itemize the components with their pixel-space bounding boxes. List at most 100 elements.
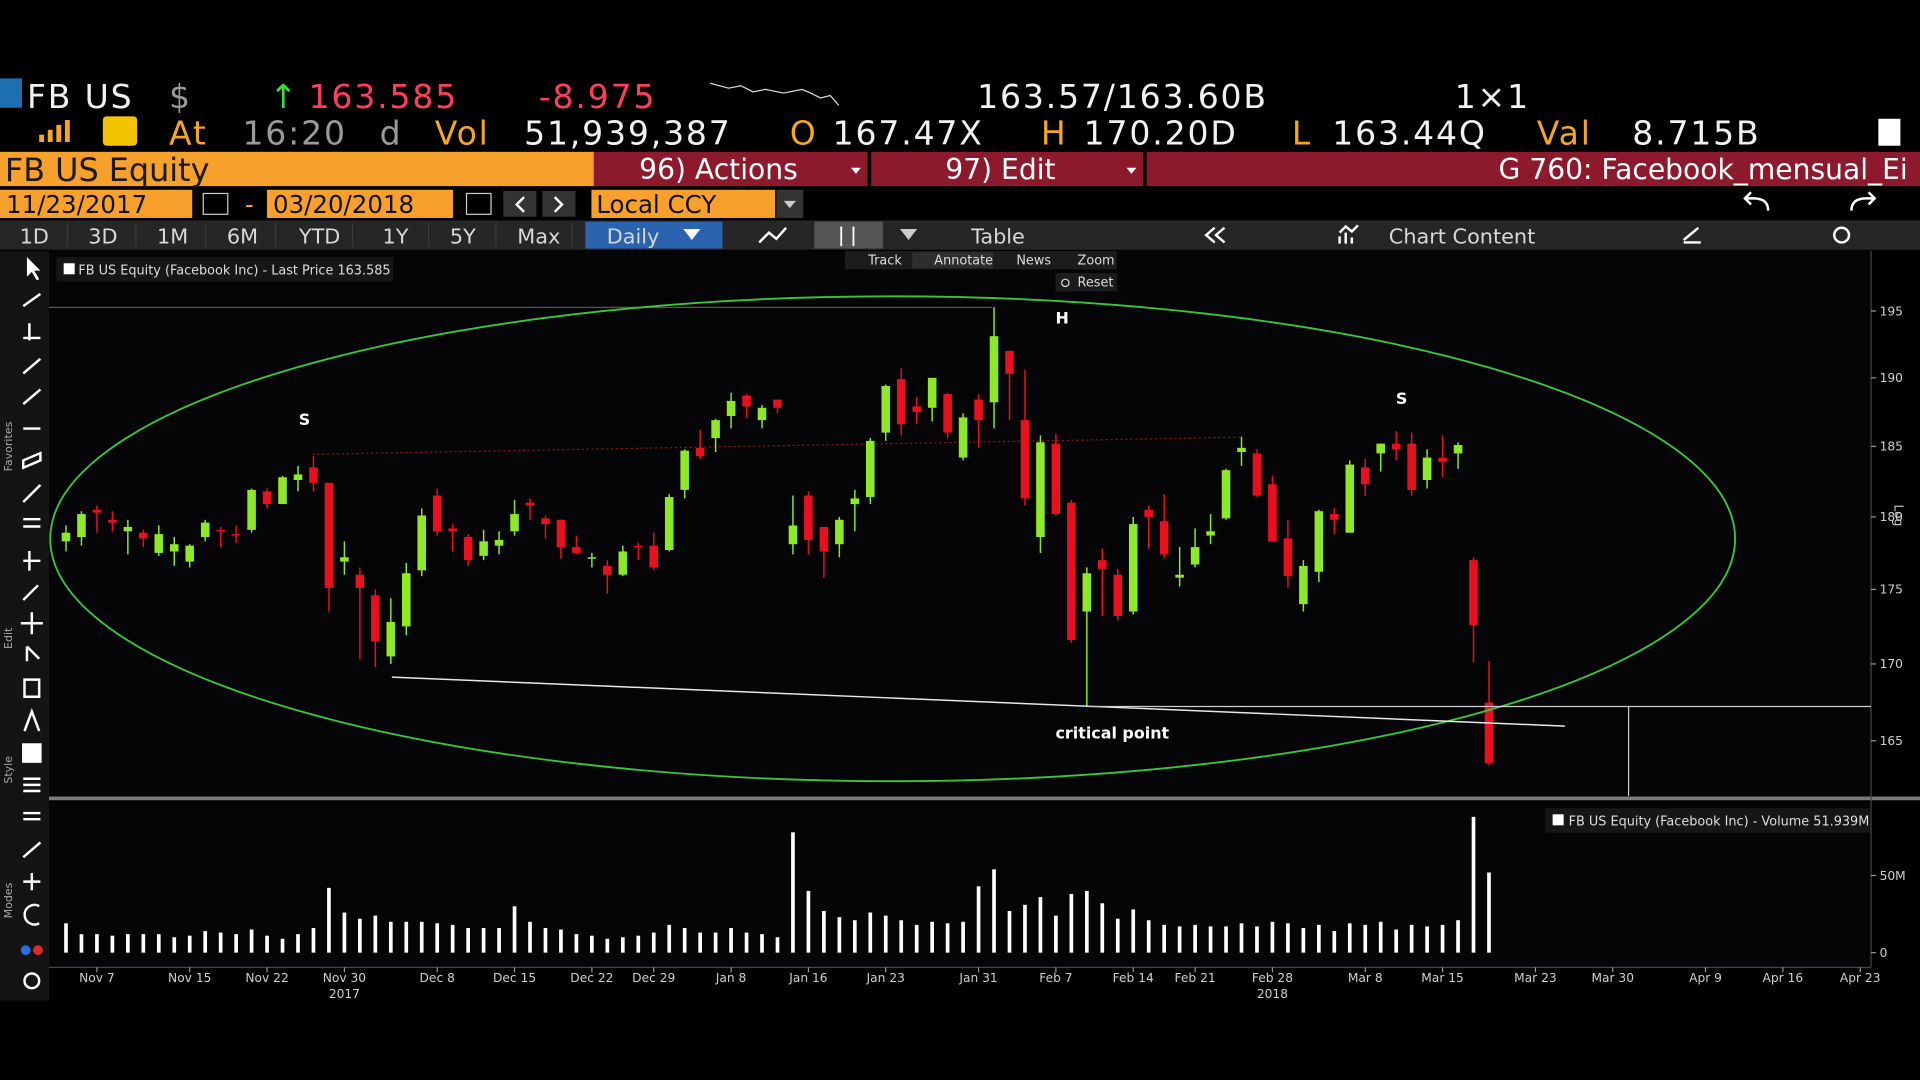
candle-body [1422,457,1432,481]
range-tab[interactable]: 6M [227,225,258,249]
candle-body [1005,350,1014,374]
candle-body [278,477,287,505]
side-label: Edit [2,627,15,649]
range-tab[interactable]: YTD [298,225,340,249]
legend-swatch [63,263,75,275]
volume-bar [1425,926,1429,953]
volume-bar [1100,903,1105,953]
volume-bar [373,915,378,953]
color-dot[interactable] [20,945,31,956]
candle-icon-box[interactable] [814,221,883,249]
candle-body [1144,509,1153,517]
currency-box[interactable] [591,189,776,218]
settings-icon[interactable] [1833,226,1851,244]
volume-bar [1487,872,1491,953]
volume-bar [1301,927,1306,953]
candle-body [695,447,705,457]
x-tick-label: Apr 9 [1689,971,1722,985]
candle-body [1020,420,1030,499]
start-date-box[interactable] [0,189,193,218]
reset[interactable]: Reset [1078,276,1114,291]
calendar-icon[interactable] [202,192,229,215]
volume-bar [203,931,208,953]
chart-content[interactable]: Chart Content [1389,225,1535,249]
undo-icon[interactable] [1743,191,1770,211]
candle-body [185,545,195,562]
volume: 51,939,387 [524,113,732,152]
chart-tool[interactable]: Zoom [1078,253,1115,268]
currency: $ [169,77,192,116]
candle-body [835,519,844,545]
ticker: FB US [27,77,134,116]
volume-bar [713,932,718,953]
up-arrow: ↑ [269,77,299,116]
drawing-tools[interactable] [20,292,43,990]
candle-body [680,450,689,490]
candle-body [649,545,659,568]
volume-bar [435,923,440,953]
volume-bar [729,927,733,953]
candle-body [587,557,597,559]
range-tab[interactable]: 1M [157,225,188,249]
candle-body [572,547,581,553]
range-tab[interactable]: 1Y [383,225,409,249]
redo-icon[interactable] [1850,191,1877,211]
volume-bar [450,924,455,953]
volume-bar [1317,924,1321,953]
x-tick-label: Dec 8 [420,971,455,985]
low: 163.44Q [1332,113,1487,152]
table-tab[interactable]: Table [970,225,1025,249]
calendar-icon[interactable] [465,192,492,215]
end-date-box[interactable] [266,189,454,218]
candle-body [1082,573,1092,612]
side-label: Favorites [2,421,15,471]
next-button[interactable] [542,191,576,217]
actions-menu[interactable]: 96) Actions [639,153,798,186]
color-dot[interactable] [33,945,43,956]
end-date: 03/20/2018 [273,190,414,219]
volume-bar [404,921,409,953]
period-box[interactable] [585,221,723,249]
range-tab[interactable]: Max [517,225,560,249]
candle-body [1299,565,1308,605]
reset-box[interactable] [1055,273,1117,292]
volume-bar [419,921,424,953]
volume-bar [296,934,300,953]
y-tick-label: 175 [1880,583,1903,597]
line-chart-icon[interactable] [758,226,788,244]
volume-bar [883,915,888,953]
candle-body [61,532,71,542]
chart-tool[interactable]: Annotate [934,253,993,268]
doc-icon[interactable] [1878,118,1901,146]
x-tick-label: Dec 29 [632,971,675,985]
edit-icon[interactable] [1682,226,1701,244]
chart-tool[interactable]: News [1016,253,1051,268]
candle-body [417,515,427,571]
chart-tool[interactable]: Track [867,253,902,268]
candle-body [247,489,256,530]
legend: FB US Equity (Facebook Inc) - Volume 51.… [1569,814,1870,829]
range-tab[interactable]: 3D [88,225,117,249]
candle-body [1407,443,1416,490]
x-tick-label: Apr 16 [1763,971,1804,985]
range-tab[interactable]: 5Y [450,225,476,249]
volume-bar [1146,920,1151,953]
candle-body [881,385,891,433]
range-tab[interactable]: 1D [20,225,49,249]
volume-bar [388,921,393,953]
volume-bar [1084,890,1089,953]
annotation: H [1056,308,1069,327]
volume-bar [806,890,811,953]
prev-button[interactable] [503,191,537,217]
dropdown-arrow [900,228,918,240]
edit-menu[interactable]: 97) Edit [945,153,1055,186]
volume-bar [1378,921,1383,953]
volume-bar [1239,923,1244,953]
collapse-icon[interactable] [1204,226,1226,244]
candle-body [711,420,720,439]
y-tick-label: 185 [1880,440,1903,454]
dropdown-arrow [851,167,861,174]
volume-bar [945,923,950,953]
volume-bar [914,924,919,953]
pointer-tool[interactable] [26,257,41,281]
